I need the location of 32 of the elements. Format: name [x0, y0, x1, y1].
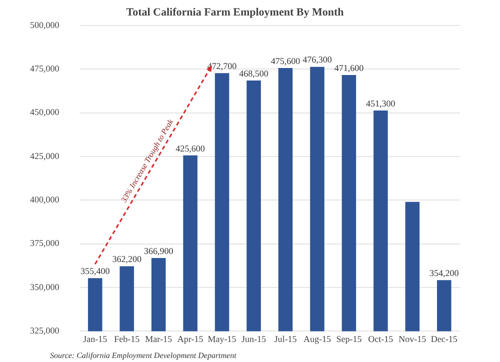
x-tick-label: Nov-15 [398, 334, 427, 344]
y-tick-label: 350,000 [30, 282, 60, 292]
data-label: 471,600 [334, 62, 364, 73]
source-note: Source: California Employment Development Department [50, 351, 238, 360]
x-tick-label: Feb-15 [114, 334, 140, 344]
x-tick-label: Dec-15 [430, 334, 458, 344]
chart-title: Total California Farm Employment By Month [126, 6, 344, 19]
data-label: 354,200 [430, 268, 460, 278]
x-tick-label: Jun-15 [242, 334, 267, 344]
x-tick-label: Apr-15 [177, 334, 204, 344]
data-label: 468,500 [239, 68, 269, 78]
y-tick-label: 500,000 [30, 20, 60, 30]
x-tick-label: Sep-15 [336, 334, 362, 344]
x-tick-label: Oct-15 [368, 334, 394, 344]
data-label: 451,300 [366, 98, 396, 108]
x-tick-label: Aug-15 [303, 334, 332, 344]
data-label: 362,200 [112, 254, 142, 264]
y-tick-label: 450,000 [30, 107, 60, 118]
x-tick-label: Mar-15 [145, 334, 172, 344]
y-tick-label: 425,000 [30, 150, 60, 161]
y-tick-label: 325,000 [30, 326, 60, 336]
data-label: 475,600 [270, 56, 301, 66]
x-tick-label: Jan-15 [83, 334, 108, 344]
data-label: 366,900 [144, 246, 174, 256]
data-label: 355,400 [80, 266, 110, 276]
y-tick-label: 400,000 [30, 194, 60, 204]
y-tick-label: 475,000 [30, 63, 60, 74]
data-label: 476,300 [302, 54, 332, 65]
data-label: 425,600 [176, 143, 206, 154]
x-tick-label: May-15 [208, 334, 237, 344]
x-tick-label: Jul-15 [274, 334, 298, 344]
y-tick-label: 375,000 [30, 238, 60, 248]
